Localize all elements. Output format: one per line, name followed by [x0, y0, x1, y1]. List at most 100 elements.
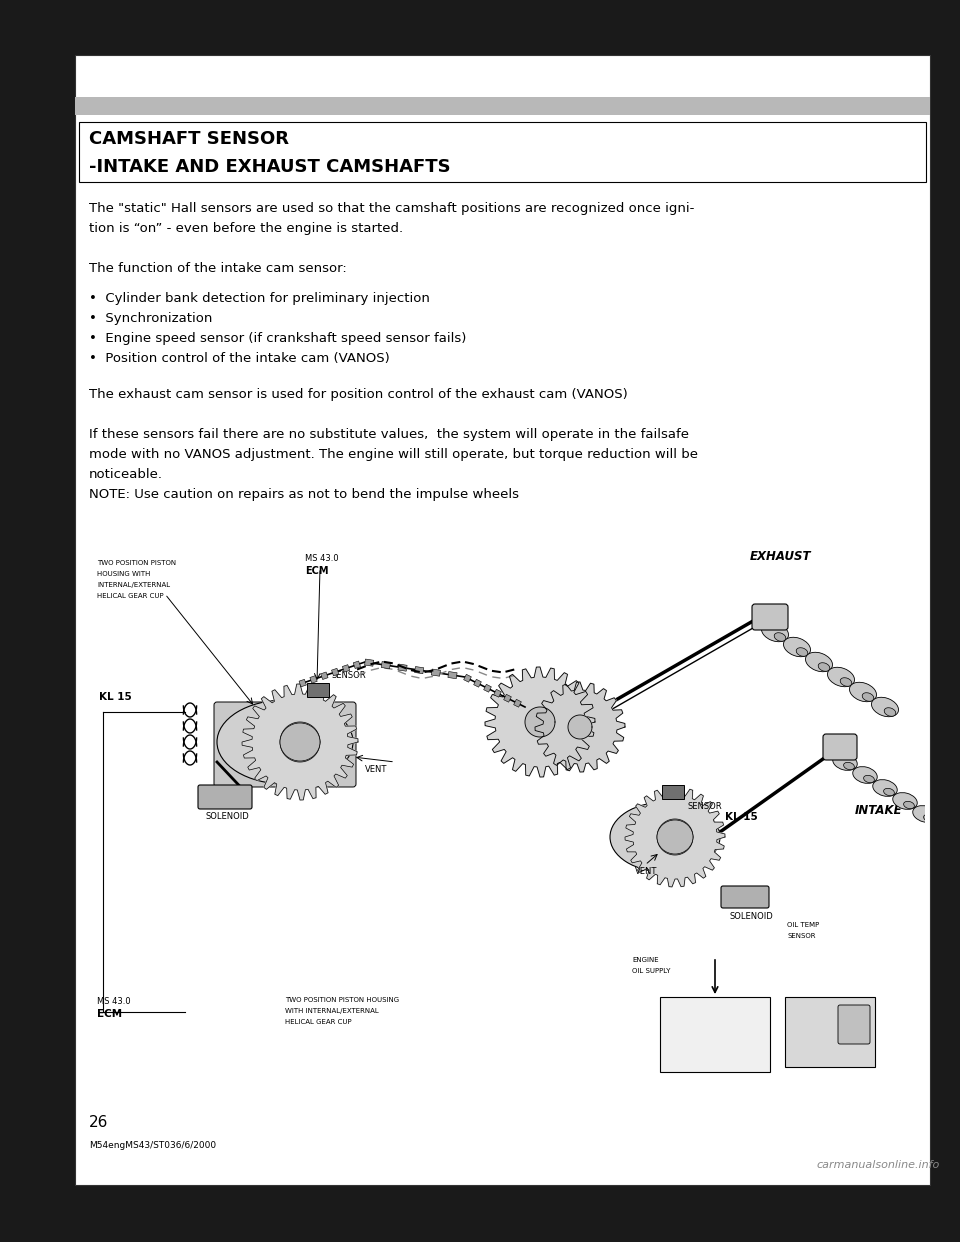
- Ellipse shape: [280, 723, 320, 761]
- Ellipse shape: [828, 667, 854, 687]
- Text: MS 43.0: MS 43.0: [305, 554, 339, 563]
- Polygon shape: [493, 689, 501, 697]
- Text: The function of the intake cam sensor:: The function of the intake cam sensor:: [89, 262, 347, 274]
- Bar: [660, 997, 770, 1072]
- Polygon shape: [343, 664, 349, 672]
- Polygon shape: [431, 669, 441, 676]
- Text: ECM: ECM: [305, 566, 328, 576]
- Text: VENT: VENT: [635, 867, 658, 876]
- Text: HELICAL GEAR CUP: HELICAL GEAR CUP: [97, 592, 163, 599]
- Polygon shape: [331, 668, 339, 676]
- Ellipse shape: [610, 802, 720, 872]
- Text: OIL TEMP: OIL TEMP: [787, 922, 819, 928]
- Text: -INTAKE AND EXHAUST CAMSHAFTS: -INTAKE AND EXHAUST CAMSHAFTS: [89, 158, 450, 176]
- Text: HOUSING WITH: HOUSING WITH: [97, 571, 151, 578]
- Ellipse shape: [217, 700, 353, 784]
- Text: •  Engine speed sensor (if crankshaft speed sensor fails): • Engine speed sensor (if crankshaft spe…: [89, 332, 467, 345]
- FancyBboxPatch shape: [721, 886, 769, 908]
- Text: SENSOR: SENSOR: [688, 802, 723, 811]
- Polygon shape: [535, 682, 625, 773]
- Ellipse shape: [850, 682, 876, 702]
- Text: M54engMS43/ST036/6/2000: M54engMS43/ST036/6/2000: [89, 1141, 216, 1150]
- Text: CAMSHAFT SENSOR: CAMSHAFT SENSOR: [89, 130, 289, 148]
- Text: MS 43.0: MS 43.0: [668, 1013, 702, 1023]
- Polygon shape: [397, 664, 407, 671]
- Text: INTERNAL/EXTERNAL: INTERNAL/EXTERNAL: [97, 582, 170, 587]
- Polygon shape: [485, 667, 595, 777]
- Text: WITH INTERNAL/EXTERNAL: WITH INTERNAL/EXTERNAL: [285, 1009, 379, 1013]
- Text: SOLENOID: SOLENOID: [730, 912, 774, 922]
- Polygon shape: [504, 694, 512, 702]
- Polygon shape: [310, 676, 317, 683]
- FancyBboxPatch shape: [838, 1005, 870, 1045]
- Polygon shape: [514, 699, 521, 707]
- Bar: [75, 97, 930, 116]
- Text: ENGINE: ENGINE: [632, 958, 659, 963]
- Polygon shape: [657, 818, 693, 854]
- Ellipse shape: [796, 648, 807, 656]
- Ellipse shape: [893, 792, 917, 810]
- Ellipse shape: [783, 637, 810, 657]
- Bar: [785, 997, 875, 1067]
- Ellipse shape: [805, 652, 832, 672]
- Ellipse shape: [864, 775, 875, 782]
- Ellipse shape: [884, 708, 896, 717]
- Text: •  Synchronization: • Synchronization: [89, 312, 212, 325]
- Polygon shape: [321, 672, 328, 679]
- Text: VENT: VENT: [365, 765, 388, 774]
- Polygon shape: [568, 715, 592, 739]
- FancyBboxPatch shape: [823, 734, 857, 760]
- Text: SOLENOID: SOLENOID: [205, 812, 249, 821]
- Polygon shape: [381, 662, 391, 668]
- Ellipse shape: [818, 663, 829, 671]
- Text: The exhaust cam sensor is used for position control of the exhaust cam (VANOS): The exhaust cam sensor is used for posit…: [89, 388, 628, 401]
- Polygon shape: [473, 679, 481, 687]
- Bar: [75, 55, 930, 1185]
- Ellipse shape: [844, 763, 854, 770]
- Polygon shape: [299, 679, 306, 687]
- Polygon shape: [365, 660, 373, 666]
- Text: SENSOR: SENSOR: [331, 671, 366, 681]
- Polygon shape: [625, 787, 725, 887]
- Polygon shape: [242, 684, 358, 800]
- Text: HELICAL GEAR CUP: HELICAL GEAR CUP: [285, 1018, 351, 1025]
- Bar: [79, 122, 926, 183]
- Polygon shape: [448, 672, 457, 678]
- Bar: [662, 785, 684, 799]
- FancyBboxPatch shape: [198, 785, 252, 809]
- Ellipse shape: [903, 801, 914, 809]
- Text: •  Position control of the intake cam (VANOS): • Position control of the intake cam (VA…: [89, 351, 390, 365]
- Ellipse shape: [774, 632, 786, 641]
- Ellipse shape: [872, 697, 899, 717]
- Text: mode with no VANOS adjustment. The engine will still operate, but torque reducti: mode with no VANOS adjustment. The engin…: [89, 448, 698, 461]
- Ellipse shape: [852, 766, 877, 784]
- Bar: [307, 683, 329, 697]
- Text: TWO POSITION PISTON HOUSING: TWO POSITION PISTON HOUSING: [285, 997, 399, 1004]
- FancyBboxPatch shape: [214, 702, 356, 787]
- Ellipse shape: [873, 780, 898, 796]
- FancyBboxPatch shape: [752, 604, 788, 630]
- Text: KL 15: KL 15: [99, 692, 132, 702]
- Text: OIL SUPPLY: OIL SUPPLY: [632, 968, 670, 974]
- Polygon shape: [464, 674, 471, 682]
- Polygon shape: [280, 722, 320, 763]
- Ellipse shape: [840, 678, 852, 687]
- Polygon shape: [415, 667, 423, 673]
- Text: EXHAUST: EXHAUST: [750, 550, 811, 563]
- Ellipse shape: [862, 693, 874, 702]
- Text: KL 15: KL 15: [725, 812, 757, 822]
- Ellipse shape: [924, 815, 934, 822]
- Text: MS 43.0: MS 43.0: [97, 997, 131, 1006]
- Text: carmanualsonline.info: carmanualsonline.info: [817, 1160, 940, 1170]
- Polygon shape: [484, 684, 492, 692]
- Text: ECM: ECM: [97, 1009, 122, 1018]
- Polygon shape: [353, 661, 361, 668]
- Polygon shape: [525, 707, 555, 737]
- Text: 26: 26: [89, 1115, 108, 1130]
- Ellipse shape: [761, 622, 788, 642]
- Text: NOTE: Use caution on repairs as not to bend the impulse wheels: NOTE: Use caution on repairs as not to b…: [89, 488, 519, 501]
- Ellipse shape: [913, 806, 937, 822]
- Text: SENSOR: SENSOR: [787, 933, 815, 939]
- Text: •  Cylinder bank detection for preliminary injection: • Cylinder bank detection for preliminar…: [89, 292, 430, 306]
- Text: noticeable.: noticeable.: [89, 468, 163, 481]
